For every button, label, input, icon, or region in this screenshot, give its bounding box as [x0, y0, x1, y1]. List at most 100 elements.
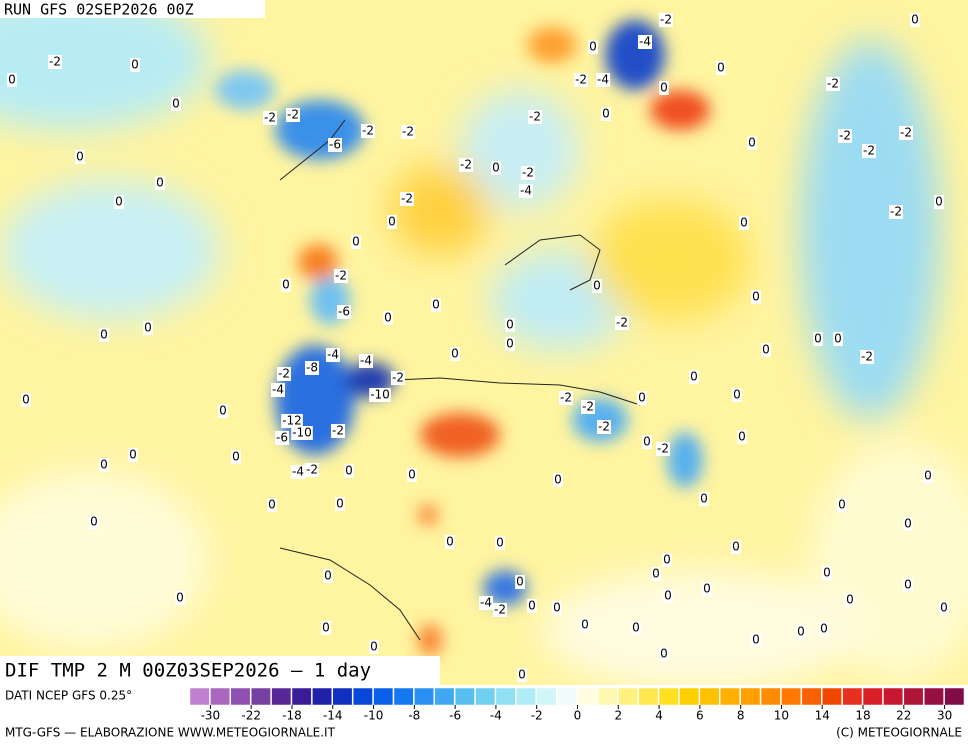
label-bg — [796, 625, 806, 639]
label-bg — [7, 73, 17, 87]
label-bg — [552, 601, 562, 615]
contour-label: -2 — [660, 13, 672, 27]
colorbar-tick-label: 0 — [574, 709, 582, 723]
contour-label: 0 — [22, 393, 30, 407]
label-bg — [903, 578, 913, 592]
label-bg — [335, 497, 345, 511]
color-swatch — [862, 687, 883, 706]
contour-label: -2 — [863, 144, 875, 158]
label-bg — [580, 618, 590, 632]
contour-label: 0 — [834, 332, 842, 346]
label-bg — [383, 311, 393, 325]
label-bg — [699, 492, 709, 506]
contour-label: 0 — [322, 621, 330, 635]
label-bg — [737, 430, 747, 444]
contour-label: -10 — [370, 388, 390, 402]
contour-label: 0 — [700, 492, 708, 506]
colorbar-tick-label: -10 — [364, 709, 384, 723]
contour-label: 0 — [664, 589, 672, 603]
color-swatch — [536, 687, 557, 706]
contour-label: -2 — [335, 269, 347, 283]
contour-label: 0 — [717, 61, 725, 75]
source-label: DATI NCEP GFS 0.25° — [5, 689, 132, 703]
contour-label: -2 — [392, 371, 404, 385]
contour-label: 0 — [911, 13, 919, 27]
label-bg — [155, 176, 165, 190]
colorbar-tick-label: 6 — [696, 709, 704, 723]
contour-label: 0 — [924, 469, 932, 483]
contour-label: -2 — [616, 316, 628, 330]
label-bg — [838, 129, 852, 143]
contour-label: 0 — [632, 621, 640, 635]
label-bg — [445, 535, 455, 549]
contour-label: -2 — [839, 129, 851, 143]
contour-label: 0 — [752, 290, 760, 304]
label-bg — [267, 498, 277, 512]
contour-label: 0 — [823, 566, 831, 580]
contour-label: 0 — [752, 633, 760, 647]
color-swatch — [556, 687, 577, 706]
label-bg — [597, 420, 611, 434]
contour-label: 0 — [528, 599, 536, 613]
contour-label: -2 — [598, 420, 610, 434]
contour-label: -4 — [272, 383, 284, 397]
label-bg — [813, 332, 823, 346]
contour-label: -2 — [900, 126, 912, 140]
color-swatch — [658, 687, 679, 706]
contour-label: 0 — [820, 622, 828, 636]
label-bg — [833, 332, 843, 346]
contour-label: 0 — [762, 343, 770, 357]
contour-label: 0 — [738, 430, 746, 444]
label-bg — [761, 343, 771, 357]
label-bg — [323, 569, 333, 583]
color-swatch — [720, 687, 740, 706]
contour-label: -4 — [360, 354, 372, 368]
label-bg — [128, 448, 138, 462]
contour-label: 0 — [660, 647, 668, 661]
colorbar-tick-label: -30 — [201, 709, 221, 723]
contour-label: -4 — [639, 35, 651, 49]
title-box — [0, 656, 440, 685]
label-bg — [407, 468, 417, 482]
label-bg — [615, 316, 629, 330]
label-bg — [505, 318, 515, 332]
colorbar-tick-label: 14 — [815, 709, 830, 723]
label-bg — [305, 463, 319, 477]
color-swatch — [454, 687, 475, 706]
contour-label: 0 — [506, 337, 514, 351]
contour-label: 0 — [703, 582, 711, 596]
label-bg — [114, 195, 124, 209]
contour-label: 0 — [935, 195, 943, 209]
contour-label: -10 — [292, 426, 312, 440]
label-bg — [837, 498, 847, 512]
label-bg — [862, 144, 876, 158]
contour-label: -6 — [276, 431, 288, 445]
label-bg — [337, 305, 351, 319]
colorbar-tick-label: 10 — [774, 709, 789, 723]
label-bg — [731, 540, 741, 554]
label-bg — [751, 290, 761, 304]
color-swatch — [597, 687, 618, 706]
contour-label: 0 — [100, 328, 108, 342]
contour-label: 0 — [940, 601, 948, 615]
label-bg — [822, 566, 832, 580]
colorbar-tick-label: -8 — [408, 709, 420, 723]
label-bg — [218, 404, 228, 418]
contour-label: 0 — [345, 464, 353, 478]
colorbar-tick-label: 22 — [896, 709, 911, 723]
label-bg — [934, 195, 944, 209]
label-bg — [939, 601, 949, 615]
color-swatch — [271, 687, 292, 706]
label-bg — [519, 184, 533, 198]
contour-label: -6 — [338, 305, 350, 319]
label-bg — [826, 77, 840, 91]
contour-label: 0 — [90, 515, 98, 529]
label-bg — [391, 371, 405, 385]
label-bg — [387, 215, 397, 229]
color-swatch — [312, 687, 333, 706]
contour-label: -2 — [264, 111, 276, 125]
label-bg — [321, 621, 331, 635]
contour-label: 0 — [663, 553, 671, 567]
contour-label: -2 — [401, 192, 413, 206]
